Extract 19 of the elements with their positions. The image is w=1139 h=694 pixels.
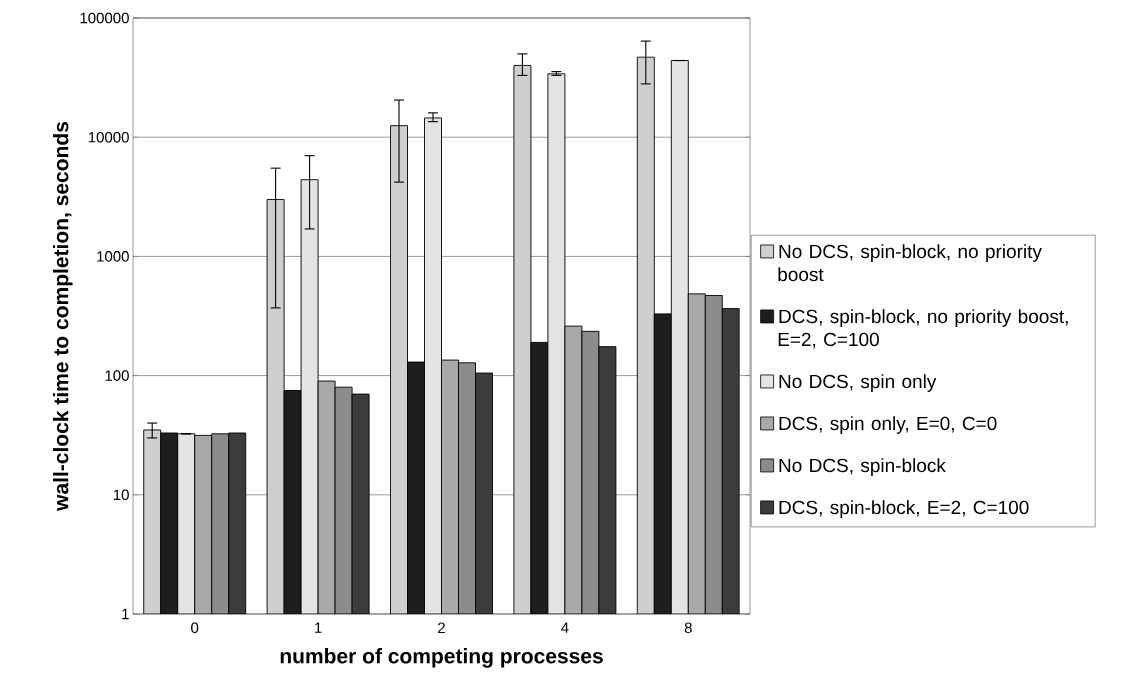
legend-label: DCS, spin only, E=0, C=0 — [779, 416, 997, 434]
legend-label: DCS, spin-block, E=2, C=100 — [779, 500, 1029, 518]
x-tick-label: 0 — [191, 622, 199, 634]
x-tick-label: 4 — [561, 622, 569, 633]
legend-label: DCS, spin-block, no priority boost, E=2, C=100 — [778, 309, 1068, 349]
y-tick-label: 100 — [105, 370, 129, 381]
legend-label: No DCS, spin only — [779, 374, 937, 392]
y-tick-label: 10000 — [88, 131, 129, 143]
y-tick-label: 1000 — [97, 251, 129, 262]
y-tick-label: 10 — [113, 489, 129, 501]
x-tick-label: 8 — [684, 622, 692, 634]
x-axis-title: number of competing processes — [280, 648, 603, 668]
x-tick-label: 1 — [315, 622, 322, 633]
x-tick-label: 2 — [438, 622, 445, 633]
legend-label: No DCS, spin-block, no priority boost — [778, 244, 1042, 282]
legend-label: No DCS, spin-block — [779, 458, 946, 476]
y-tick-label: 100000 — [80, 12, 129, 24]
y-axis-title: wall-clock time to completion, seconds — [52, 121, 73, 511]
y-tick-label: 1 — [122, 608, 129, 620]
